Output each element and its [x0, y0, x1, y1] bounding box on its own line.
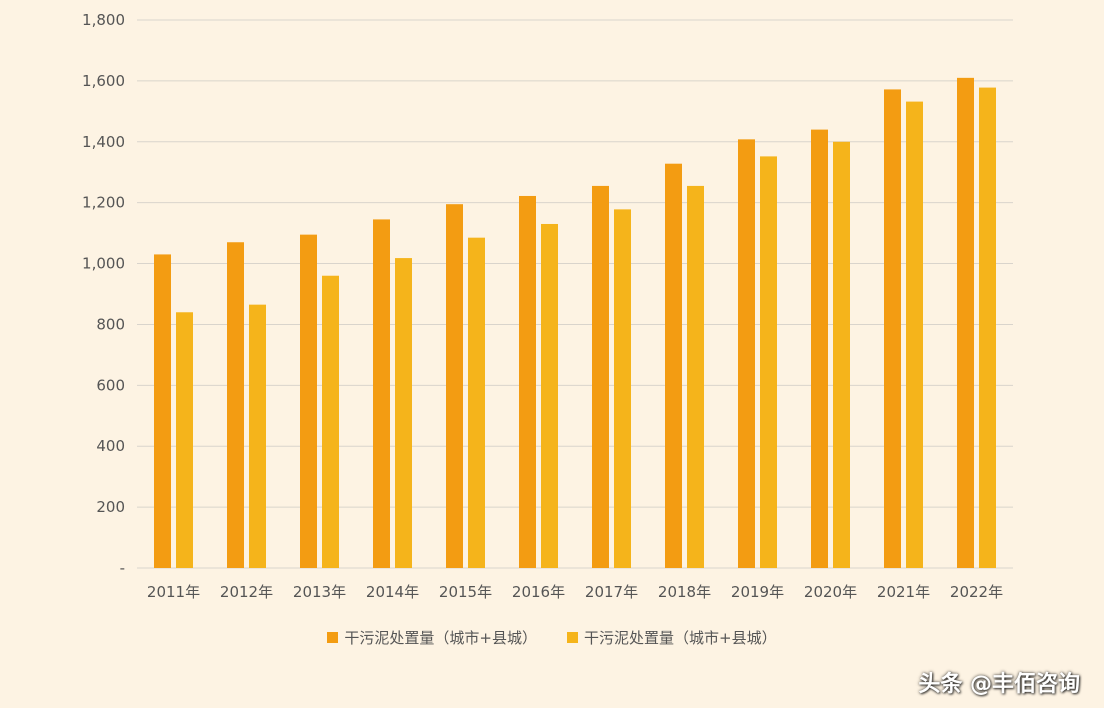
- watermark: 头条 @丰佰咨询: [918, 672, 1080, 697]
- x-tick-label: 2011年: [147, 583, 200, 601]
- x-tick-label: 2020年: [804, 583, 857, 601]
- x-tick-label: 2019年: [731, 583, 784, 601]
- legend-label-series-1: 干污泥处置量（城市+县城）: [344, 629, 537, 647]
- x-tick-label: 2018年: [658, 583, 711, 601]
- y-tick-label: -: [120, 559, 125, 577]
- bar-series-1-2018年: [665, 163, 682, 568]
- bar-series-1-2013年: [300, 234, 317, 568]
- bars: [154, 77, 996, 569]
- x-axis-ticks: 2011年 2012年 2013年 2014年 2015年 2016年 2017年 2018年…: [147, 583, 1003, 601]
- x-tick-label: 2014年: [366, 583, 419, 601]
- y-tick-label: 1,200: [82, 194, 125, 212]
- bar-series-2-2016年: [541, 223, 558, 568]
- bar-series-1-2019年: [738, 139, 755, 568]
- bar-series-2-2017年: [614, 209, 631, 568]
- bar-series-1-2012年: [227, 242, 244, 568]
- x-tick-label: 2017年: [585, 583, 638, 601]
- x-tick-label: 2016年: [512, 583, 565, 601]
- bar-series-2-2014年: [395, 258, 412, 568]
- bar-series-2-2020年: [833, 141, 850, 568]
- legend-item-series-2: 干污泥处置量（城市+县城）: [567, 627, 777, 648]
- legend: 干污泥处置量（城市+县城） 干污泥处置量（城市+县城）: [0, 627, 1104, 648]
- bar-series-1-2016年: [519, 195, 536, 569]
- legend-swatch-series-2: [567, 632, 578, 643]
- bar-series-2-2012年: [249, 304, 266, 568]
- bar-series-1-2011年: [154, 254, 171, 568]
- bar-series-1-2015年: [446, 204, 463, 568]
- x-tick-label: 2015年: [439, 583, 492, 601]
- legend-label-series-2: 干污泥处置量（城市+县城）: [584, 629, 777, 647]
- x-tick-label: 2013年: [293, 583, 346, 601]
- y-axis-ticks: - 200 400 600 800 1,000 1,200 1,400 1,600 1,800: [82, 11, 125, 577]
- y-tick-label: 1,000: [82, 255, 125, 273]
- y-tick-label: 200: [96, 498, 125, 516]
- y-tick-label: 800: [96, 315, 125, 333]
- bar-series-1-2021年: [884, 89, 901, 568]
- x-tick-label: 2021年: [877, 583, 930, 601]
- bar-series-1-2017年: [592, 185, 609, 568]
- y-tick-label: 1,800: [82, 11, 125, 29]
- y-tick-label: 600: [96, 376, 125, 394]
- bar-series-2-2011年: [176, 312, 193, 568]
- x-tick-label: 2012年: [220, 583, 273, 601]
- bar-series-1-2014年: [373, 219, 390, 568]
- x-tick-label: 2022年: [950, 583, 1003, 601]
- bar-series-2-2013年: [322, 275, 339, 568]
- bar-series-1-2022年: [957, 77, 974, 568]
- gridlines: [137, 19, 1013, 569]
- bar-series-1-2020年: [811, 129, 828, 568]
- bar-series-2-2015年: [468, 237, 485, 568]
- bar-series-2-2019年: [760, 156, 777, 568]
- legend-swatch-series-1: [327, 632, 339, 643]
- y-tick-label: 400: [96, 437, 125, 455]
- bar-series-2-2022年: [979, 87, 996, 568]
- legend-item-series-1: 干污泥处置量（城市+县城）: [327, 627, 537, 648]
- y-tick-label: 1,600: [82, 72, 125, 90]
- bar-series-2-2021年: [906, 101, 923, 568]
- bar-series-2-2018年: [687, 185, 704, 568]
- bar-chart: - 200 400 600 800 1,000 1,200 1,400 1,600 1,800 2…: [82, 11, 1013, 601]
- y-tick-label: 1,400: [82, 133, 125, 151]
